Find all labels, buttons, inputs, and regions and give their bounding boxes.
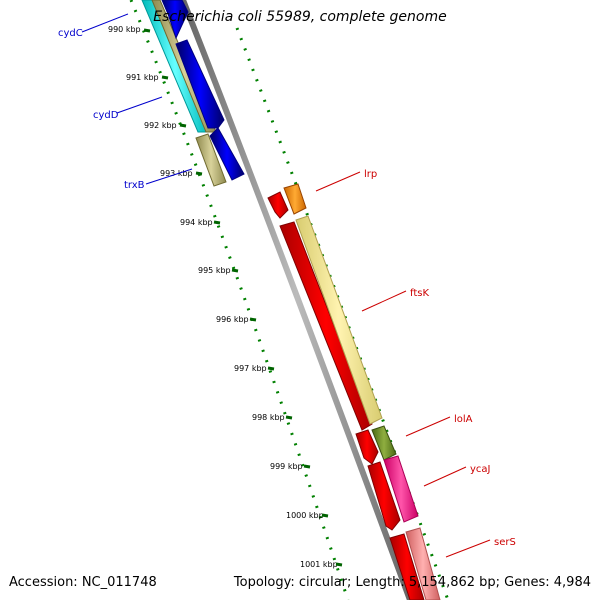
gene-label-leader bbox=[315, 171, 361, 192]
ruler-major-tick bbox=[321, 513, 329, 518]
gene-label-serS[interactable]: serS bbox=[494, 537, 516, 548]
feature-pink-cds-serS bbox=[405, 527, 441, 600]
gene-label-ftsK[interactable]: ftsK bbox=[410, 288, 429, 299]
feature-blue-cds-1 bbox=[161, 0, 189, 40]
ruler-tick-label: 996 kbp bbox=[216, 315, 249, 324]
ruler-tick-label: 993 kbp bbox=[160, 169, 193, 178]
ruler-major-tick bbox=[179, 123, 187, 128]
gene-label-trxB[interactable]: trxB bbox=[124, 180, 145, 191]
feature-red-cds-lolA bbox=[355, 429, 379, 465]
ruler-major-tick bbox=[335, 562, 343, 567]
ruler-major-tick bbox=[303, 464, 311, 469]
ruler-major-tick bbox=[213, 220, 221, 225]
gene-label-leader bbox=[116, 96, 163, 114]
ruler-tick-label: 999 kbp bbox=[270, 462, 303, 471]
feature-blue-cds-trxB bbox=[209, 127, 245, 181]
ruler-major-tick bbox=[195, 171, 203, 176]
feature-yellow-cds-ftsK bbox=[295, 215, 383, 425]
feature-magenta-cds-ycaJ bbox=[383, 455, 419, 523]
accession-text: Accession: NC_011748 bbox=[9, 575, 157, 590]
ruler-tick-label: 998 kbp bbox=[252, 413, 285, 422]
ruler-major-tick bbox=[249, 317, 257, 322]
ruler-major-tick bbox=[143, 28, 151, 33]
ruler-major-tick bbox=[231, 268, 239, 273]
feature-red-cds-long bbox=[279, 221, 373, 431]
gene-label-leader bbox=[405, 416, 451, 437]
gene-label-lolA[interactable]: lolA bbox=[454, 414, 473, 425]
ruler-major-tick bbox=[161, 75, 169, 80]
gene-label-leader bbox=[361, 290, 407, 312]
feature-red-cds-small bbox=[267, 191, 289, 219]
map-title: Escherichia coli 55989, complete genome bbox=[153, 9, 447, 25]
feature-red-cds-serS bbox=[389, 533, 425, 600]
genome-summary-text: Topology: circular; Length: 5,154,862 bp… bbox=[233, 575, 591, 590]
gene-label-lrp[interactable]: lrp bbox=[364, 169, 377, 180]
feature-orange-cds-lrp bbox=[283, 183, 307, 215]
scale-ring-left bbox=[129, 0, 350, 600]
ruler-tick-label: 991 kbp bbox=[126, 73, 159, 82]
ruler-tick-label: 995 kbp bbox=[198, 266, 231, 275]
ruler-tick-label: 1001 kbp bbox=[300, 560, 338, 569]
gene-label-leader bbox=[423, 466, 467, 487]
gene-label-leader bbox=[145, 168, 193, 185]
gene-label-cydC[interactable]: cydC bbox=[58, 28, 83, 39]
feature-olive-cds-lolA bbox=[371, 425, 397, 461]
gene-label-ycaJ[interactable]: ycaJ bbox=[470, 464, 491, 475]
ruler-tick-label: 990 kbp bbox=[108, 25, 141, 34]
gene-label-cydD[interactable]: cydD bbox=[93, 110, 119, 121]
ruler-tick-label: 994 kbp bbox=[180, 218, 213, 227]
ruler-major-tick bbox=[285, 415, 293, 420]
gene-label-leader bbox=[445, 539, 491, 558]
feature-khaki-cds-trxB bbox=[195, 133, 227, 187]
ruler-tick-label: 992 kbp bbox=[144, 121, 177, 130]
gene-labels: cydC cydD trxB lrp ftsK lolA ycaJ serS bbox=[58, 13, 516, 558]
ruler-tick-label: 997 kbp bbox=[234, 364, 267, 373]
ruler-ticks: 990 kbp 991 kbp 992 kbp 993 kbp 994 kbp 995 k… bbox=[108, 25, 343, 569]
genome-backbone bbox=[180, 0, 413, 600]
ruler-major-tick bbox=[267, 366, 275, 371]
feature-red-cds-ycaJ bbox=[367, 461, 401, 531]
feature-blue-cds-2 bbox=[175, 39, 225, 129]
gene-label-leader bbox=[81, 13, 129, 33]
ruler-tick-label: 1000 kbp bbox=[286, 511, 324, 520]
